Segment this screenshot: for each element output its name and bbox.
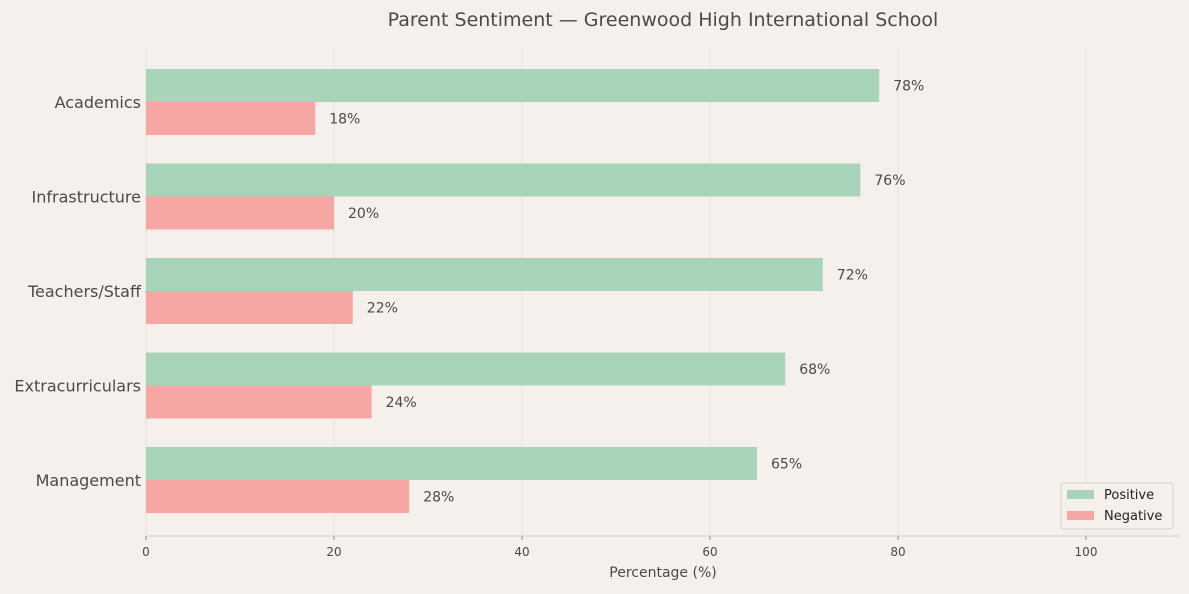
- bar-negative: [146, 385, 372, 419]
- category-label: Extracurriculars: [14, 377, 141, 396]
- x-axis-ticks: 0 20 40 60 80 100: [142, 536, 1097, 559]
- bar-negative: [146, 196, 334, 230]
- x-tick-label: 100: [1075, 545, 1098, 559]
- legend-label-negative: Negative: [1104, 509, 1162, 524]
- data-label: 72%: [837, 268, 868, 284]
- bar-positive: [146, 163, 861, 197]
- x-tick-label: 40: [514, 545, 529, 559]
- bar-positive: [146, 69, 880, 102]
- data-label: 68%: [799, 362, 830, 378]
- x-axis-label: Percentage (%): [609, 565, 716, 581]
- category-label: Academics: [55, 93, 141, 112]
- bar-negative: [146, 480, 410, 513]
- data-label: 78%: [893, 79, 924, 95]
- category-label: Infrastructure: [32, 188, 141, 207]
- legend-swatch-negative: [1067, 511, 1094, 520]
- legend: Positive Negative: [1060, 482, 1174, 530]
- data-label: 22%: [367, 301, 398, 317]
- legend-label-positive: Positive: [1104, 488, 1154, 503]
- data-label: 20%: [348, 206, 379, 222]
- data-label: 18%: [329, 112, 360, 128]
- y-axis-categories: Academics Infrastructure Teachers/Staff Ext…: [14, 93, 142, 490]
- bars-group: [146, 69, 880, 513]
- category-label: Management: [36, 471, 141, 490]
- data-label: 24%: [386, 395, 417, 411]
- bar-positive: [146, 258, 823, 291]
- bar-positive: [146, 352, 786, 386]
- data-label: 76%: [874, 173, 905, 189]
- x-tick-label: 60: [702, 545, 717, 559]
- data-label: 65%: [771, 457, 802, 473]
- x-tick-label: 0: [142, 545, 150, 559]
- bar-positive: [146, 447, 757, 480]
- category-label: Teachers/Staff: [27, 282, 142, 301]
- legend-swatch-positive: [1067, 490, 1094, 499]
- bar-negative: [146, 291, 353, 324]
- data-labels-group: 78% 18% 76% 20% 72% 22% 68% 24% 65% 28%: [329, 79, 924, 506]
- x-tick-label: 80: [890, 545, 905, 559]
- x-tick-label: 20: [326, 545, 341, 559]
- bar-negative: [146, 102, 316, 135]
- chart-title: Parent Sentiment — Greenwood High Intern…: [388, 9, 939, 31]
- data-label: 28%: [423, 490, 454, 506]
